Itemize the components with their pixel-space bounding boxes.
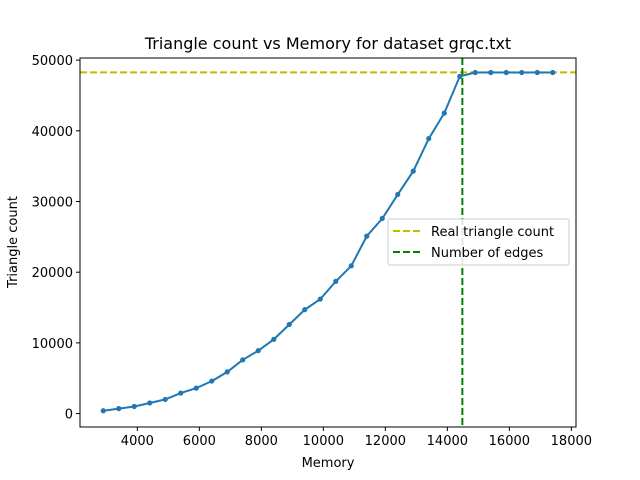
data-point: [364, 233, 370, 239]
data-point: [519, 69, 525, 76]
data-point: [472, 69, 478, 76]
data-point: [255, 348, 261, 354]
data-point: [302, 307, 308, 313]
x-axis-label: Memory: [302, 456, 355, 471]
x-axis-ticks: 4000 6000 8000 10000 12000 14000 16000 18000: [121, 427, 592, 449]
data-point: [488, 69, 494, 76]
y-tick-label: 10000: [32, 337, 73, 352]
x-tick-label: 18000: [551, 434, 592, 449]
legend-box: [387, 218, 570, 266]
data-point: [286, 321, 292, 328]
legend: Real triangle count Number of edges: [387, 218, 570, 266]
data-point: [348, 263, 354, 269]
data-point: [333, 278, 339, 284]
y-tick-label: 20000: [32, 266, 73, 281]
data-point: [503, 69, 509, 76]
data-point: [209, 378, 215, 384]
data-point: [534, 69, 540, 76]
data-point: [116, 406, 122, 412]
data-point: [147, 400, 153, 406]
y-tick-label: 0: [65, 408, 73, 423]
data-point: [426, 135, 432, 142]
x-tick-label: 6000: [183, 434, 216, 449]
x-tick-label: 10000: [303, 434, 344, 449]
data-point: [395, 191, 401, 198]
chart-title: Triangle count vs Memory for dataset grq…: [144, 34, 511, 53]
y-axis-ticks: 0 10000 20000 30000 40000 50000: [32, 54, 80, 423]
x-tick-label: 12000: [365, 434, 406, 449]
x-tick-label: 14000: [427, 434, 468, 449]
data-point: [100, 408, 106, 414]
data-point: [131, 403, 137, 410]
data-point: [457, 73, 463, 79]
data-point: [224, 369, 230, 375]
y-tick-label: 50000: [32, 54, 73, 69]
series-layer: [100, 69, 556, 414]
plot-frame: [79, 57, 577, 428]
data-point: [271, 336, 277, 342]
series-line-0: [103, 71, 553, 412]
y-tick-label: 40000: [32, 125, 73, 140]
data-point: [441, 110, 447, 116]
x-tick-label: 16000: [489, 434, 530, 449]
data-point: [317, 296, 323, 302]
y-axis-label: Triangle count: [6, 196, 21, 289]
x-tick-label: 8000: [245, 434, 278, 449]
legend-label-number-of-edges: Number of edges: [431, 246, 544, 261]
x-tick-label: 4000: [121, 434, 154, 449]
data-point: [550, 69, 556, 76]
data-point: [193, 385, 199, 391]
y-tick-label: 30000: [32, 196, 73, 211]
data-point: [240, 357, 246, 363]
data-point: [178, 390, 184, 396]
legend-label-real-triangle-count: Real triangle count: [431, 225, 554, 240]
data-point: [410, 168, 416, 174]
data-point: [379, 215, 385, 222]
data-point: [162, 396, 168, 403]
